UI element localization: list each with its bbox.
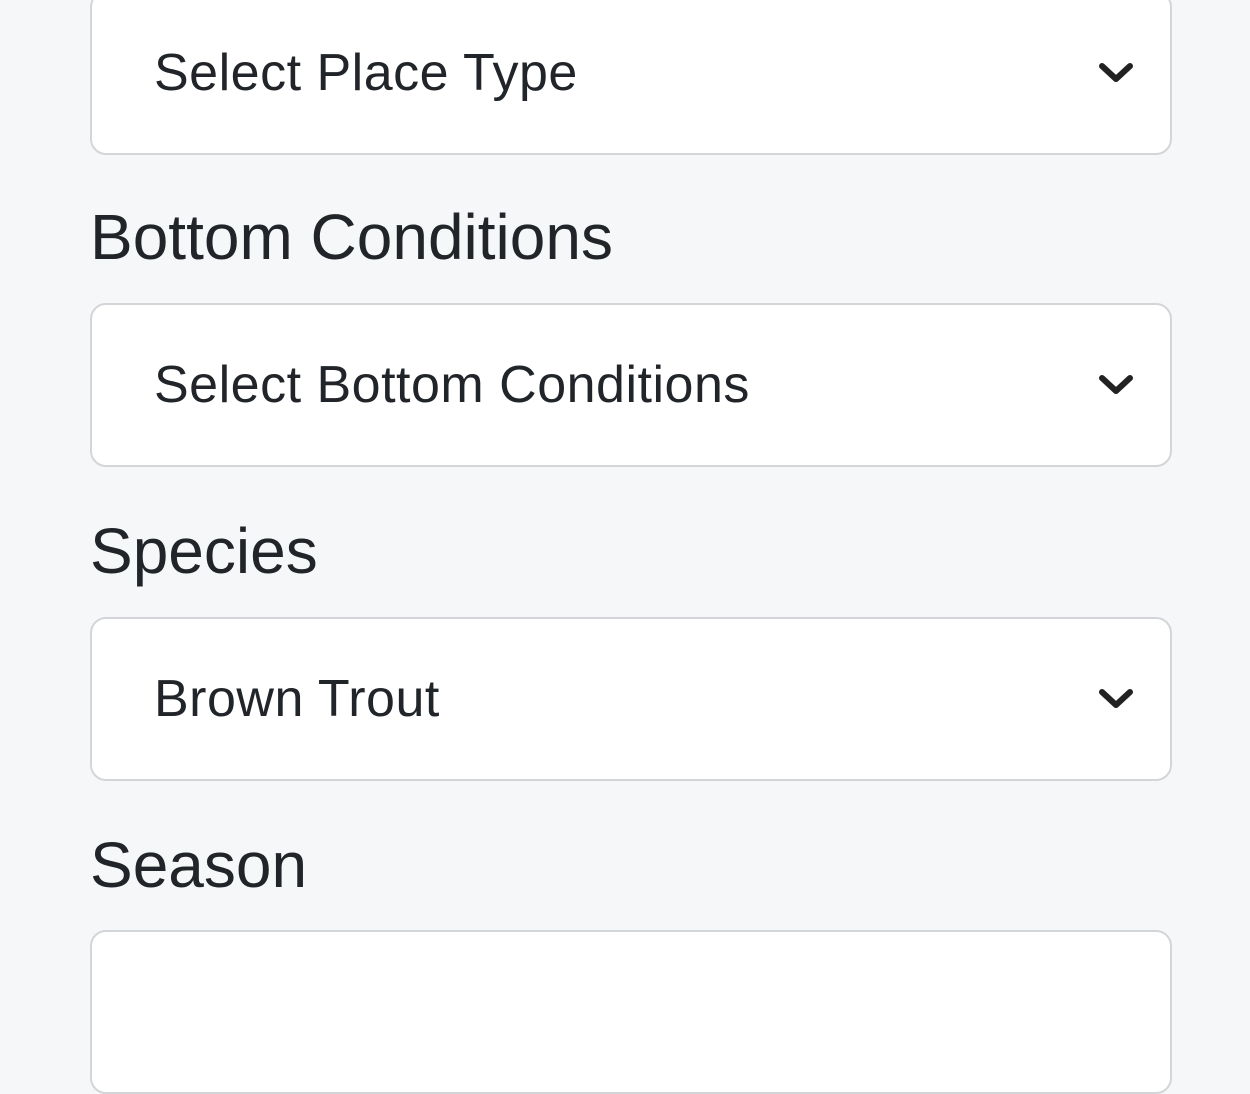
place-type-value: Select Place Type [154, 44, 578, 102]
place-type-select[interactable]: Select Place Type [90, 0, 1172, 155]
season-label: Season [90, 829, 308, 901]
species-value: Brown Trout [154, 670, 440, 728]
bottom-conditions-value: Select Bottom Conditions [154, 356, 750, 414]
chevron-down-icon [1099, 375, 1133, 394]
bottom-conditions-select[interactable]: Select Bottom Conditions [90, 303, 1172, 467]
chevron-down-icon [1099, 689, 1133, 708]
season-select[interactable] [90, 930, 1172, 1094]
species-label: Species [90, 515, 318, 587]
chevron-down-icon [1099, 63, 1133, 82]
species-select[interactable]: Brown Trout [90, 617, 1172, 781]
bottom-conditions-label: Bottom Conditions [90, 201, 613, 273]
